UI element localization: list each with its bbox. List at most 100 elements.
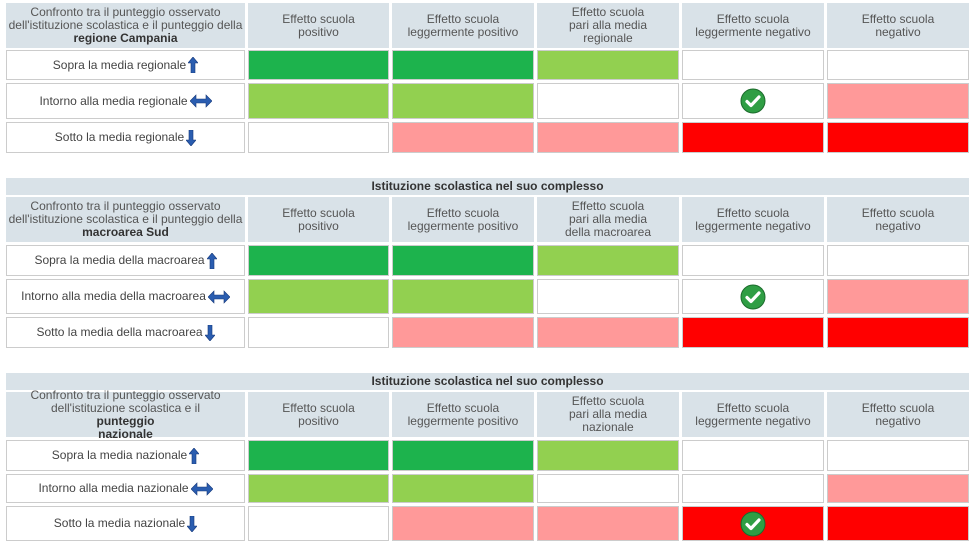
arrow-icon [204, 324, 215, 341]
row-label: Sopra la media della macroarea [6, 245, 245, 276]
section-title: Istituzione scolastica nel suo complesso [6, 178, 969, 195]
matrix-cell [392, 279, 534, 314]
arrow-icon [206, 252, 217, 269]
arrow-icon [190, 481, 213, 496]
check-tick [745, 95, 761, 108]
matrix-cell [392, 50, 534, 80]
row-label-text: Sotto la media nazionale [53, 516, 186, 530]
arrow-icon [207, 289, 230, 304]
arrow-shape [207, 289, 230, 304]
matrix-cell [248, 474, 389, 503]
matrix-cell [392, 317, 534, 348]
row-label-text: Sopra la media della macroarea [34, 253, 205, 267]
matrix-cell [537, 50, 679, 80]
check-tick [745, 290, 761, 303]
row-label-text: Sopra la media regionale [52, 57, 187, 72]
column-header: Effetto scuola pari alla media della mac… [537, 197, 679, 242]
arrow-shape [189, 447, 200, 464]
matrix-cell [392, 506, 534, 541]
column-header: Effetto scuola leggermente negativo [682, 392, 824, 437]
matrix-cell [827, 83, 969, 119]
matrix-cell [682, 50, 824, 80]
row-label-text: Intorno alla media della macroarea [21, 289, 206, 303]
section-title: Istituzione scolastica nel suo complesso [6, 373, 969, 390]
matrix-cell [682, 440, 824, 471]
matrix-cell [392, 245, 534, 276]
matrix-cell [537, 83, 679, 119]
matrix-cell [827, 245, 969, 276]
header-text: Confronto tra il punteggio osservato del… [30, 388, 220, 441]
column-header: Effetto scuola negativo [827, 3, 969, 48]
header-cell: Confronto tra il punteggio osservato del… [6, 3, 245, 48]
row-label: Intorno alla media regionale [6, 83, 245, 119]
matrix-cell [392, 83, 534, 119]
row-label: Sotto la media della macroarea [6, 317, 245, 348]
matrix-cell [392, 122, 534, 153]
column-header: Effetto scuola negativo [827, 392, 969, 437]
header-cell: Confronto tra il punteggio osservato del… [6, 197, 245, 242]
arrow-shape [188, 57, 199, 73]
matrix-cell [827, 317, 969, 348]
row-label-text: Sotto la media regionale [54, 130, 185, 144]
check-icon [740, 284, 766, 309]
column-header: Effetto scuola negativo [827, 197, 969, 242]
row-label: Sopra la media nazionale [6, 440, 245, 471]
header-plain: Confronto tra il punteggio osservato del… [8, 199, 243, 226]
matrix-cell [248, 50, 389, 80]
arrow-shape [186, 129, 197, 146]
matrix-cell [827, 279, 969, 314]
matrix-cell [248, 245, 389, 276]
column-header: Effetto scuola leggermente positivo [392, 392, 534, 437]
column-header: Effetto scuola pari alla media regionale [537, 3, 679, 48]
column-header: Effetto scuola leggermente negativo [682, 197, 824, 242]
check-circle [740, 511, 766, 536]
row-label-text: Intorno alla media nazionale [38, 481, 189, 495]
row-label: Sotto la media nazionale [6, 506, 245, 541]
row-label-text: Sotto la media della macroarea [36, 325, 203, 339]
matrix-cell [537, 245, 679, 276]
matrix-cell [827, 506, 969, 541]
matrix-cell [392, 440, 534, 471]
arrow-icon [188, 57, 199, 73]
matrix-cell [248, 506, 389, 541]
arrow-shape [206, 252, 217, 269]
header-bold: regione Campania [73, 31, 178, 45]
matrix-cell [537, 440, 679, 471]
column-header: Effetto scuola positivo [248, 3, 389, 48]
matrix-cell [248, 83, 389, 119]
matrix-cell [537, 506, 679, 541]
row-label-text: Intorno alla media regionale [39, 93, 188, 108]
arrow-shape [189, 94, 212, 108]
column-header: Effetto scuola leggermente negativo [682, 3, 824, 48]
check-tick [745, 517, 761, 530]
matrix-cell [537, 474, 679, 503]
matrix-cell [248, 440, 389, 471]
column-header: Effetto scuola positivo [248, 197, 389, 242]
arrow-shape [190, 481, 213, 496]
header-text: Confronto tra il punteggio osservato del… [9, 200, 243, 239]
matrix-cell [392, 474, 534, 503]
matrix-cell [682, 506, 824, 541]
arrow-icon [189, 447, 200, 464]
arrow-shape [187, 515, 198, 532]
matrix-cell [682, 317, 824, 348]
matrix-cell [248, 317, 389, 348]
matrix-cell [537, 122, 679, 153]
arrow-icon [186, 129, 197, 146]
column-header: Effetto scuola positivo [248, 392, 389, 437]
matrix-cell [827, 474, 969, 503]
row-label: Intorno alla media della macroarea [6, 279, 245, 314]
matrix-cell [682, 83, 824, 119]
matrix-cell [537, 317, 679, 348]
check-circle [740, 284, 766, 309]
header-text: Confronto tra il punteggio osservato del… [9, 6, 243, 45]
row-label-text: Sopra la media nazionale [51, 448, 188, 462]
header-bold: punteggio nazionale [96, 413, 155, 441]
matrix-cell [248, 279, 389, 314]
check-circle [740, 88, 766, 114]
row-label: Sopra la media regionale [6, 50, 245, 80]
check-icon [740, 88, 766, 114]
matrix-cell [682, 122, 824, 153]
matrix-cell [682, 245, 824, 276]
